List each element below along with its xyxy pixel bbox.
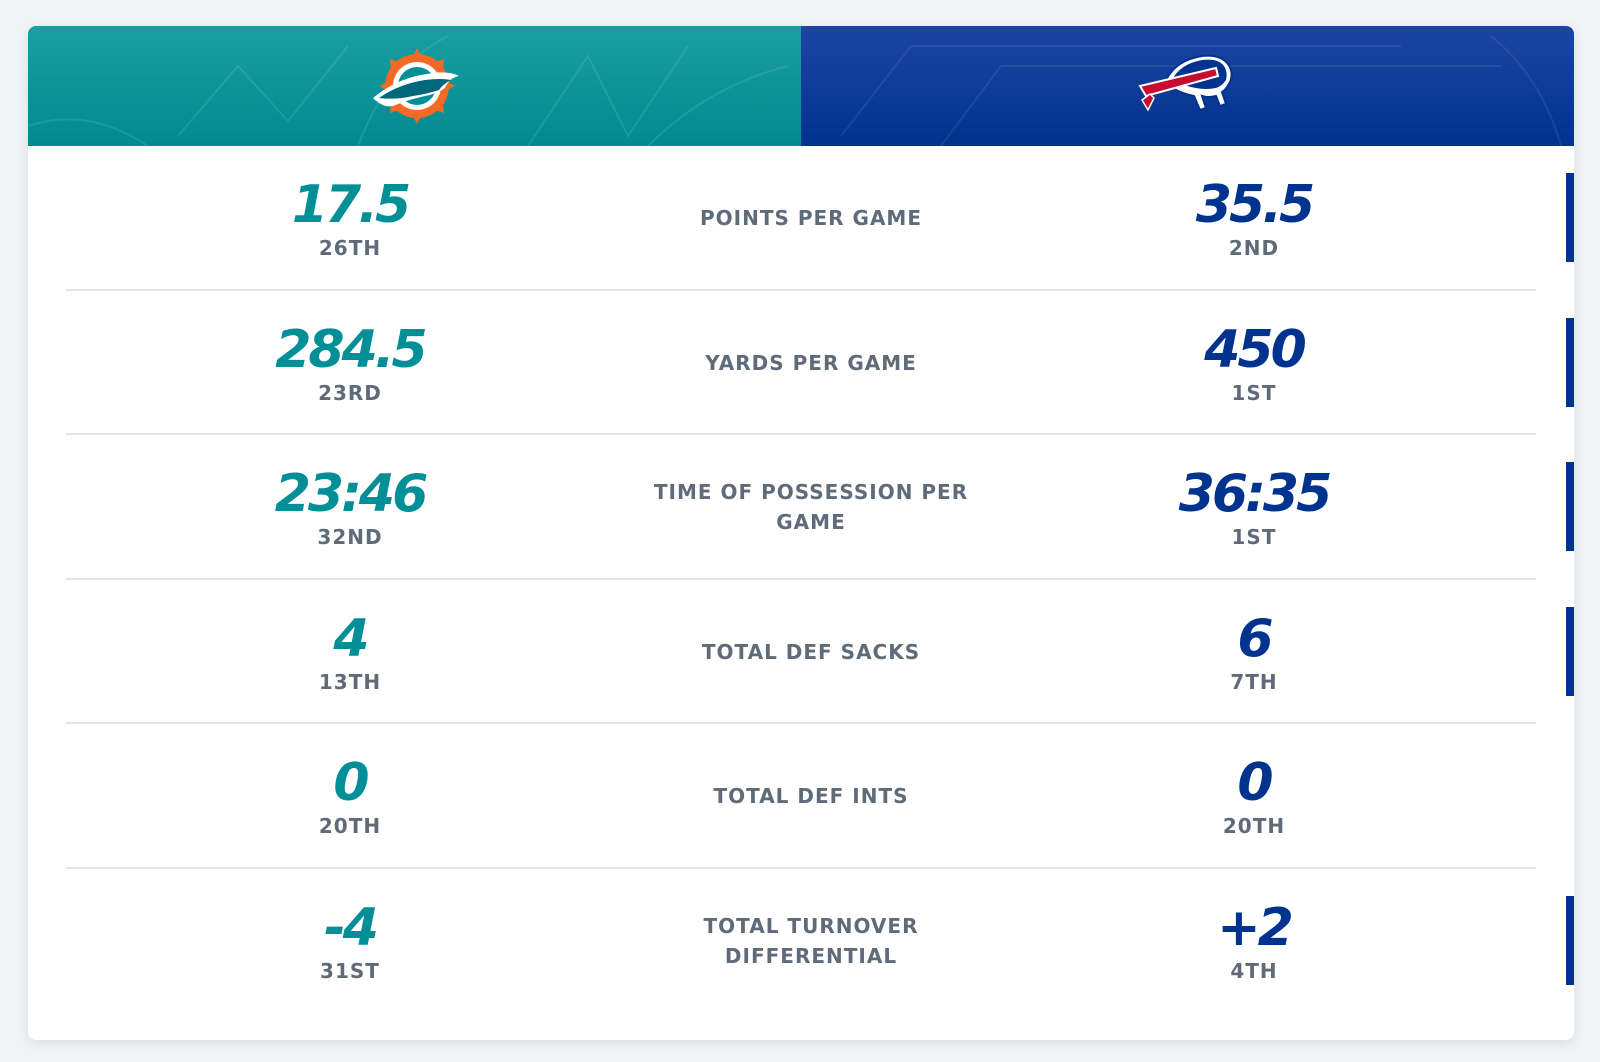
leader-indicator xyxy=(1566,895,1574,985)
stat-label: TOTAL DEF INTS xyxy=(713,784,909,808)
away-stat: +2 4TH xyxy=(1104,899,1404,983)
away-stat: 35.5 2ND xyxy=(1104,176,1404,260)
row-divider xyxy=(66,288,1536,291)
stat-row: 0 20TH TOTAL DEF INTS 0 20TH xyxy=(28,724,1574,869)
home-stat-value: 4 xyxy=(333,608,369,669)
home-stat-rank: 20TH xyxy=(318,814,382,838)
away-stat-value: 6 xyxy=(1237,608,1273,669)
stat-label: TOTAL TURNOVER DIFFERENTIAL xyxy=(703,913,919,968)
away-stat-rank: 1ST xyxy=(1231,525,1277,549)
home-stat-rank: 31ST xyxy=(320,958,380,983)
home-team-header xyxy=(28,26,801,146)
stat-row: 284.5 23RD YARDS PER GAME 450 1ST xyxy=(28,291,1574,435)
stat-label: TOTAL DEF SACKS xyxy=(701,639,921,664)
row-divider xyxy=(66,577,1536,580)
home-stat-value: 23:46 xyxy=(274,464,429,524)
stat-row: -4 31ST TOTAL TURNOVER DIFFERENTIAL +2 4… xyxy=(28,869,1574,1014)
home-stat-value: 284.5 xyxy=(275,319,427,380)
home-stat: 4 13TH xyxy=(200,610,500,694)
home-stat-rank: 23RD xyxy=(318,380,382,405)
away-stat: 450 1ST xyxy=(1104,321,1404,405)
away-stat-rank: 1ST xyxy=(1231,380,1277,405)
away-stat-rank: 2ND xyxy=(1228,236,1280,260)
away-stat: 6 7TH xyxy=(1104,610,1404,694)
away-stat-value: 0 xyxy=(1237,753,1273,813)
home-stat-rank: 32ND xyxy=(317,525,383,549)
away-stat: 0 20TH xyxy=(1104,754,1404,838)
leader-indicator xyxy=(1566,462,1574,551)
bills-logo-icon xyxy=(1137,54,1233,112)
row-divider xyxy=(66,433,1536,435)
away-stat-rank: 20TH xyxy=(1222,814,1286,838)
away-stat-value: +2 xyxy=(1217,897,1294,958)
away-stat: 36:35 1ST xyxy=(1104,465,1404,549)
leader-indicator xyxy=(1566,173,1574,262)
header-pattern xyxy=(840,35,1562,146)
teams-header xyxy=(28,26,1574,146)
home-stat-value: 17.5 xyxy=(291,175,411,235)
stat-label: TIME OF POSSESSION PER GAME xyxy=(653,480,969,534)
home-stat: 0 20TH xyxy=(200,754,500,838)
header-pattern xyxy=(28,35,789,146)
row-divider xyxy=(66,866,1536,869)
home-stat-value: -4 xyxy=(324,897,379,958)
stat-label: YARDS PER GAME xyxy=(705,350,917,375)
leader-indicator xyxy=(1566,317,1574,407)
home-stat-rank: 13TH xyxy=(318,669,382,694)
matchup-stats-card: 17.5 26TH POINTS PER GAME 35.5 2ND 284.5… xyxy=(28,26,1574,1040)
away-team-header xyxy=(801,26,1574,146)
home-stat-value: 0 xyxy=(333,753,369,813)
row-divider xyxy=(66,722,1536,724)
away-stat-value: 450 xyxy=(1204,319,1307,380)
home-stat: 23:46 32ND xyxy=(200,465,500,549)
stat-row: 17.5 26TH POINTS PER GAME 35.5 2ND xyxy=(28,146,1574,291)
home-stat: -4 31ST xyxy=(200,899,500,983)
away-stat-value: 36:35 xyxy=(1178,464,1333,524)
away-stat-rank: 4TH xyxy=(1230,958,1278,983)
stat-row: 4 13TH TOTAL DEF SACKS 6 7TH xyxy=(28,580,1574,724)
away-stat-rank: 7TH xyxy=(1230,669,1278,694)
home-stat-rank: 26TH xyxy=(318,236,382,260)
stat-label: POINTS PER GAME xyxy=(700,206,922,230)
leader-indicator xyxy=(1566,606,1574,696)
dolphins-logo-icon xyxy=(372,48,459,124)
home-stat: 284.5 23RD xyxy=(200,321,500,405)
away-stat-value: 35.5 xyxy=(1195,175,1315,235)
stat-row: 23:46 32ND TIME OF POSSESSION PER GAME 3… xyxy=(28,435,1574,580)
home-stat: 17.5 26TH xyxy=(200,176,500,260)
stats-list: 17.5 26TH POINTS PER GAME 35.5 2ND 284.5… xyxy=(28,146,1574,1013)
